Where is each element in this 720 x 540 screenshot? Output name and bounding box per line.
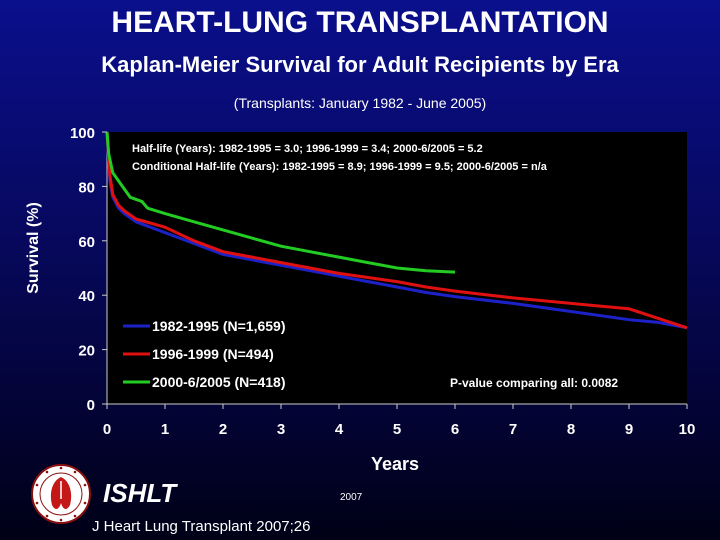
series-line-2 (105, 131, 456, 274)
y-tick-label: 20 (78, 343, 95, 360)
x-tick-label: 2 (219, 421, 227, 438)
legend-label: 2000-6/2005 (N=418) (152, 374, 286, 390)
date-range-note: (Transplants: January 1982 - June 2005) (233, 95, 487, 111)
report-year: 2007 (340, 492, 363, 503)
legend: 1982-1995 (N=1,659) 1996-1999 (N=494) 2000… (118, 312, 306, 394)
y-tick-label: 0 (87, 397, 95, 414)
chart-subtitle: Kaplan-Meier Survival for Adult Recipien… (101, 52, 619, 77)
x-axis-label: Years (371, 454, 419, 474)
y-tick-label: 60 (78, 234, 95, 251)
x-tick-label: 8 (567, 421, 575, 438)
x-tick-label: 7 (509, 421, 517, 438)
x-tick-label: 4 (335, 421, 344, 438)
p-value-annotation: P-value comparing all: 0.0082 (450, 376, 618, 390)
y-tick-label: 40 (78, 288, 95, 305)
ishlt-logo-icon (31, 464, 91, 524)
x-tick-label: 6 (451, 421, 459, 438)
org-label: ISHLT (103, 478, 177, 508)
x-tick-label: 0 (103, 421, 111, 438)
x-tick-label: 3 (277, 421, 285, 438)
x-tick-label: 9 (625, 421, 633, 438)
y-tick-label: 100 (70, 125, 95, 142)
journal-citation: J Heart Lung Transplant 2007;26 (92, 518, 311, 535)
x-tick-label: 5 (393, 421, 401, 438)
x-tick-label: 1 (161, 421, 169, 438)
conditional-half-life-annotation: Conditional Half-life (Years): 1982-1995… (132, 161, 548, 173)
series-line-1 (105, 131, 688, 330)
legend-label: 1982-1995 (N=1,659) (152, 318, 286, 334)
page-title: HEART-LUNG TRANSPLANTATION (111, 6, 609, 39)
y-axis-label: Survival (%) (25, 202, 42, 294)
x-tick-label: 10 (679, 421, 696, 438)
y-tick-label: 80 (78, 179, 95, 196)
legend-label: 1996-1999 (N=494) (152, 346, 274, 362)
half-life-annotation: Half-life (Years): 1982-1995 = 3.0; 1996… (132, 143, 483, 155)
series-line-0 (105, 131, 688, 330)
